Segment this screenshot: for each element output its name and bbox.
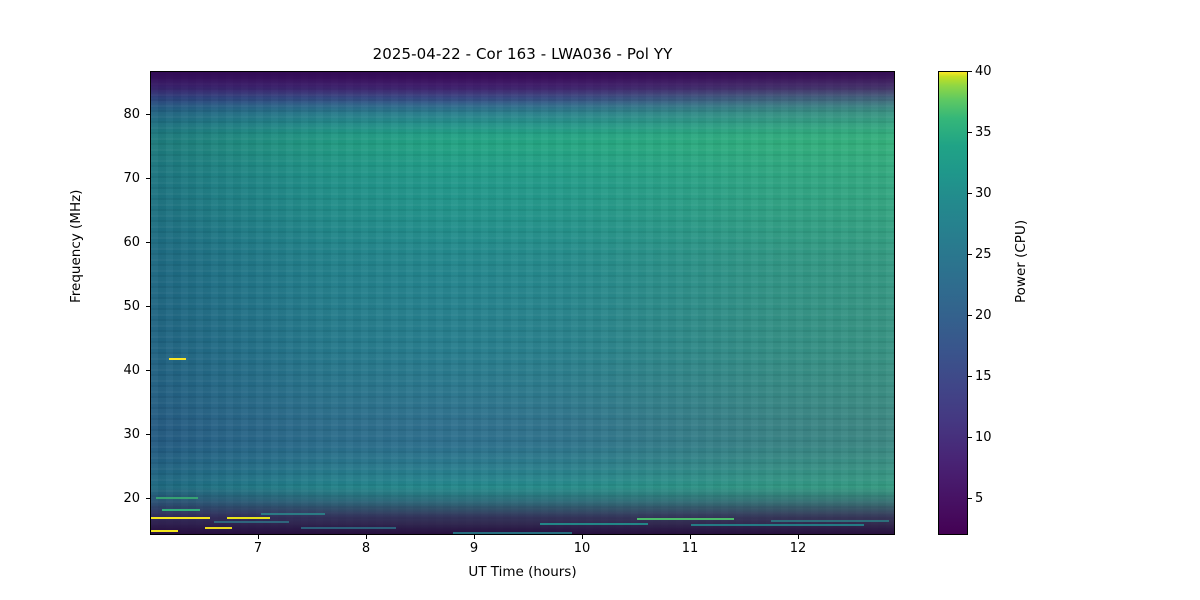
colorbar-tick-label: 15	[975, 369, 992, 384]
colorbar-tick-mark	[968, 498, 972, 500]
y-tick-label: 30	[123, 427, 140, 442]
y-tick-mark	[146, 498, 150, 500]
y-tick-label: 50	[123, 299, 140, 314]
rfi-streak	[261, 513, 325, 515]
y-tick-mark	[146, 114, 150, 116]
colorbar-tick-label: 20	[975, 308, 992, 323]
x-tick-label: 9	[469, 541, 479, 556]
rfi-streak	[162, 509, 200, 511]
y-tick-label: 80	[123, 107, 140, 122]
x-tick-label: 11	[681, 541, 699, 556]
colorbar-tick-label: 35	[975, 125, 992, 140]
colorbar-tick-mark	[968, 315, 972, 317]
x-tick-mark	[582, 535, 584, 539]
colorbar-tick-label: 10	[975, 430, 992, 445]
x-tick-mark	[258, 535, 260, 539]
rfi-streak	[453, 532, 572, 534]
x-tick-label: 7	[253, 541, 263, 556]
rfi-streak	[301, 527, 396, 529]
x-tick-mark	[366, 535, 368, 539]
colorbar-tick-label: 25	[975, 247, 992, 262]
y-tick-label: 40	[123, 363, 140, 378]
y-tick-mark	[146, 306, 150, 308]
rfi-streak	[214, 521, 289, 523]
colorbar-tick-mark	[968, 193, 972, 195]
x-tick-mark	[474, 535, 476, 539]
colorbar[interactable]	[938, 71, 968, 535]
rfi-streak	[227, 517, 270, 519]
y-tick-label: 70	[123, 171, 140, 186]
rfi-streak	[156, 497, 198, 499]
y-tick-mark	[146, 242, 150, 244]
bandpass-rolloff-layer	[151, 72, 894, 534]
colorbar-tick-mark	[968, 254, 972, 256]
colorbar-tick-label: 30	[975, 186, 992, 201]
colorbar-tick-mark	[968, 71, 972, 73]
x-tick-label: 10	[573, 541, 591, 556]
rfi-streak	[691, 524, 864, 526]
colorbar-tick-mark	[968, 437, 972, 439]
colorbar-tick-mark	[968, 132, 972, 134]
y-tick-mark	[146, 178, 150, 180]
y-tick-label: 20	[123, 491, 140, 506]
rfi-streak	[540, 523, 648, 525]
colorbar-tick-label: 5	[975, 491, 984, 506]
x-axis-label: UT Time (hours)	[468, 564, 577, 580]
colorbar-tick-mark	[968, 376, 972, 378]
rfi-streak	[151, 530, 178, 532]
spectrogram-axes[interactable]	[150, 71, 895, 535]
rfi-streak	[771, 520, 889, 522]
y-tick-label: 60	[123, 235, 140, 250]
rfi-streak	[637, 518, 734, 520]
rfi-streak	[205, 527, 232, 529]
page-title: 2025-04-22 - Cor 163 - LWA036 - Pol YY	[372, 45, 673, 63]
x-tick-label: 12	[789, 541, 807, 556]
rfi-streak	[169, 358, 186, 360]
spectrogram-image	[151, 72, 894, 534]
y-tick-mark	[146, 370, 150, 372]
x-tick-mark	[690, 535, 692, 539]
y-axis-label: Frequency (MHz)	[68, 189, 84, 303]
x-tick-mark	[798, 535, 800, 539]
x-tick-label: 8	[361, 541, 371, 556]
colorbar-tick-label: 40	[975, 64, 992, 79]
y-tick-mark	[146, 434, 150, 436]
colorbar-label: Power (CPU)	[1013, 219, 1029, 303]
rfi-streak	[151, 517, 210, 519]
